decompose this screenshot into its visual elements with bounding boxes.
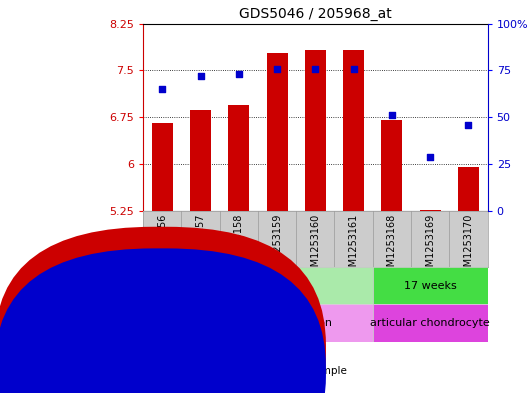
Bar [152, 123, 173, 211]
Text: GSM1253168: GSM1253168 [387, 214, 397, 279]
Bar [228, 105, 249, 211]
Text: GSM1253156: GSM1253156 [157, 214, 167, 279]
Bar [190, 110, 211, 211]
Text: GSM1253169: GSM1253169 [425, 214, 435, 279]
Text: GSM1253161: GSM1253161 [349, 214, 359, 279]
Point [387, 112, 396, 118]
Text: GSM1253158: GSM1253158 [234, 214, 244, 279]
Bar [373, 267, 488, 305]
Text: development stage ▶: development stage ▶ [25, 281, 138, 291]
Bar [458, 167, 479, 211]
Text: transformed count: transformed count [171, 344, 268, 354]
Bar [382, 120, 402, 211]
Bar [343, 50, 364, 211]
Bar [305, 50, 326, 211]
Bar [373, 305, 488, 342]
Text: percentile rank within the sample: percentile rank within the sample [171, 366, 347, 376]
Point [196, 73, 205, 79]
Bar [143, 267, 373, 305]
Point [311, 65, 320, 72]
Text: GSM1253170: GSM1253170 [463, 214, 473, 279]
Text: cell type ▶: cell type ▶ [82, 318, 138, 328]
Point [273, 65, 281, 72]
Text: chondrocyte condensation: chondrocyte condensation [184, 318, 332, 328]
Text: GSM1253159: GSM1253159 [272, 214, 282, 279]
Text: 17 weeks: 17 weeks [404, 281, 456, 291]
Bar [143, 305, 373, 342]
Point [349, 65, 358, 72]
Bar [267, 53, 288, 211]
Point [235, 71, 243, 77]
Text: GSM1253160: GSM1253160 [311, 214, 320, 279]
Text: articular chondrocyte: articular chondrocyte [370, 318, 490, 328]
Text: 6 weeks: 6 weeks [235, 281, 281, 291]
Bar [420, 210, 441, 211]
Title: GDS5046 / 205968_at: GDS5046 / 205968_at [239, 7, 392, 21]
Text: GSM1253157: GSM1253157 [196, 214, 206, 279]
Point [158, 86, 166, 92]
Point [464, 121, 473, 128]
Point [426, 153, 435, 160]
